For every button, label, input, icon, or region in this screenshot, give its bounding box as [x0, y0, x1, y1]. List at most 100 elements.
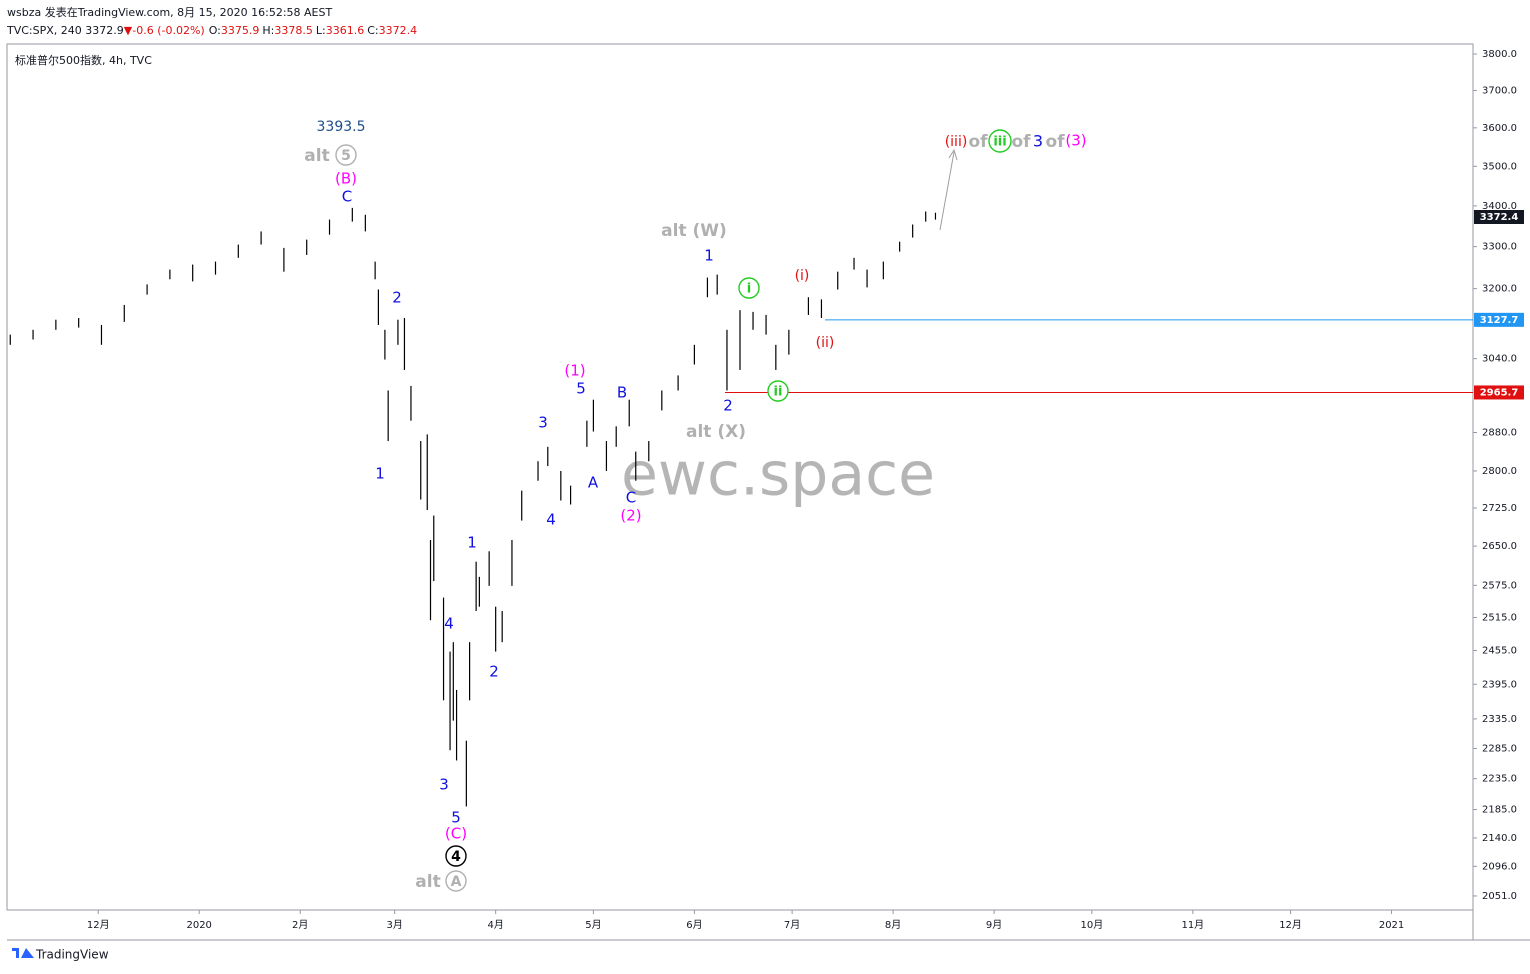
y-tick-label: 3700.0 [1482, 85, 1517, 96]
y-tick-label: 2096.0 [1482, 861, 1517, 872]
y-tick-label: 3400.0 [1482, 201, 1517, 212]
c-label: C: [367, 24, 378, 37]
x-tick-label: 2021 [1379, 920, 1404, 931]
x-tick-label: 6月 [686, 919, 702, 931]
wave-label: alt (W) [661, 221, 727, 241]
wave-label: 1 [704, 247, 714, 265]
y-tick-label: 3200.0 [1482, 284, 1517, 295]
wave-circle [988, 129, 1012, 153]
wave-label: 5 [341, 148, 351, 164]
wave-label: alt [415, 872, 440, 892]
down-arrow: ▼ [124, 24, 133, 37]
x-tick-label: 2月 [292, 919, 308, 931]
wave-label: 5 [576, 380, 586, 398]
wave-circle [445, 870, 467, 892]
wave-label: of [1045, 132, 1065, 152]
wave-label: B [617, 384, 627, 402]
wave-label: A [588, 474, 599, 492]
o-label: O: [209, 24, 221, 37]
arrow-head [948, 148, 958, 161]
level-label: 2965.7 [1480, 387, 1519, 398]
y-tick-label: 3040.0 [1482, 354, 1517, 365]
wave-label: (1) [564, 362, 585, 380]
l-label: L: [316, 24, 326, 37]
wave-label: (2) [620, 507, 641, 525]
last-price-label: 3372.4 [1480, 212, 1519, 223]
last-price-tag [1474, 210, 1524, 225]
wave-circle [738, 277, 760, 299]
y-tick-label: 2051.0 [1482, 891, 1517, 902]
change: -0.6 (-0.02%) [132, 24, 204, 37]
tv-logo [12, 948, 34, 958]
y-tick-label: 3600.0 [1482, 123, 1517, 134]
wave-label: (i) [795, 268, 810, 284]
projection-arrow [939, 151, 955, 231]
wave-label: alt [304, 146, 329, 166]
y-tick-label: 2650.0 [1482, 541, 1517, 552]
wave-circle [445, 845, 467, 867]
y-tick-label: 2725.0 [1482, 503, 1517, 514]
y-tick-label: 2455.0 [1482, 645, 1517, 656]
wave-label: 2 [723, 397, 733, 415]
l-value: 3361.6 [326, 24, 365, 37]
wave-label: 5 [451, 809, 461, 827]
wave-label: 2 [392, 289, 402, 307]
wave-label: 3 [439, 776, 449, 794]
wave-label: (B) [335, 170, 357, 188]
wave-label: 2 [489, 663, 499, 681]
y-tick-label: 2185.0 [1482, 805, 1517, 816]
wave-label: (3) [1065, 132, 1086, 150]
y-tick-label: 2235.0 [1482, 774, 1517, 785]
y-tick-label: 2140.0 [1482, 833, 1517, 844]
wave-label: 3393.5 [317, 119, 366, 135]
footer-brand: TradingView [35, 948, 109, 962]
wave-label: ii [774, 385, 783, 400]
wave-label: C [626, 489, 636, 507]
x-tick-label: 2020 [186, 920, 211, 931]
wave-label: (iii) [945, 134, 968, 150]
level-label: 3127.7 [1480, 315, 1519, 326]
wave-label: 4 [451, 849, 461, 865]
h-label: H: [262, 24, 274, 37]
level-tag [1474, 312, 1524, 327]
y-tick-label: 2285.0 [1482, 743, 1517, 754]
y-tick-label: 2335.0 [1482, 714, 1517, 725]
wave-circle [335, 144, 357, 166]
level-tag [1474, 385, 1524, 400]
wave-label: 4 [546, 511, 556, 529]
y-tick-label: 2395.0 [1482, 679, 1517, 690]
x-tick-label: 8月 [885, 919, 901, 931]
chart-title: 标准普尔500指数, 4h, TVC [15, 53, 152, 67]
wave-label: A [451, 874, 462, 890]
x-tick-label: 5月 [585, 919, 601, 931]
wave-circle [767, 380, 789, 402]
x-tick-label: 10月 [1080, 919, 1103, 931]
y-tick-label: 3500.0 [1482, 161, 1517, 172]
y-tick-label: 2515.0 [1482, 613, 1517, 624]
wave-label: 4 [444, 615, 454, 633]
wave-label: (ii) [816, 335, 835, 351]
y-tick-label: 2880.0 [1482, 427, 1517, 438]
o-value: 3375.9 [221, 24, 260, 37]
y-tick-label: 2800.0 [1482, 466, 1517, 477]
wave-label: of [968, 132, 988, 152]
symbol-line: TVC:SPX, 240 3372.9▼-0.6 (-0.02%) O:3375.… [6, 24, 417, 37]
h-value: 3378.5 [274, 24, 313, 37]
x-tick-label: 11月 [1181, 919, 1204, 931]
wave-label: 3 [1033, 132, 1043, 151]
wave-label: 1 [467, 534, 477, 552]
wave-label: C [342, 188, 352, 206]
x-tick-label: 7月 [784, 919, 800, 931]
symbol: TVC:SPX, 240 3372.9 [6, 24, 124, 37]
x-tick-label: 12月 [87, 919, 110, 931]
wave-label: alt (X) [686, 422, 746, 442]
wave-label: (C) [445, 825, 467, 843]
x-tick-label: 12月 [1279, 919, 1302, 931]
y-tick-label: 3800.0 [1482, 49, 1517, 60]
x-tick-label: 3月 [386, 919, 402, 931]
y-tick-label: 2575.0 [1482, 580, 1517, 591]
wave-label: 1 [375, 465, 385, 483]
wave-label: i [747, 282, 751, 297]
